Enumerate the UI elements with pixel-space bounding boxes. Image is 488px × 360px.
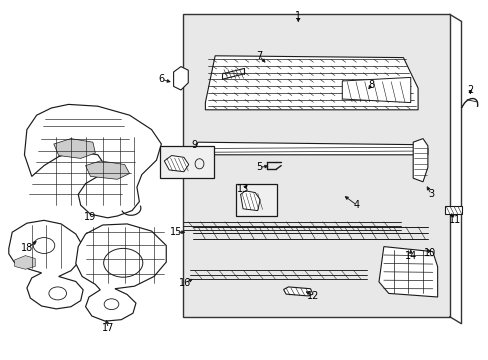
Polygon shape <box>9 220 83 309</box>
Text: 8: 8 <box>368 80 374 90</box>
Text: 16: 16 <box>178 278 191 288</box>
Text: 3: 3 <box>427 189 433 199</box>
Bar <box>160 146 214 178</box>
Text: 15: 15 <box>169 227 182 237</box>
Text: 11: 11 <box>447 215 460 225</box>
Polygon shape <box>164 156 188 172</box>
Text: 5: 5 <box>256 162 262 172</box>
Text: 1: 1 <box>295 11 301 21</box>
Text: 18: 18 <box>20 243 33 253</box>
Text: 7: 7 <box>256 51 262 61</box>
Text: 19: 19 <box>84 212 97 222</box>
Polygon shape <box>193 142 427 155</box>
Bar <box>183 14 449 317</box>
Text: 4: 4 <box>353 200 359 210</box>
Polygon shape <box>54 139 95 158</box>
Text: 13: 13 <box>237 184 249 194</box>
Text: 14: 14 <box>404 251 416 261</box>
Polygon shape <box>205 56 417 110</box>
Bar <box>235 184 277 216</box>
Polygon shape <box>85 161 129 179</box>
Polygon shape <box>76 224 166 321</box>
Text: 12: 12 <box>306 291 319 301</box>
Polygon shape <box>378 247 437 297</box>
Polygon shape <box>24 104 161 218</box>
Text: 2: 2 <box>467 85 472 95</box>
Polygon shape <box>412 139 427 182</box>
Polygon shape <box>240 191 260 211</box>
Text: 6: 6 <box>158 74 164 84</box>
Text: 17: 17 <box>102 323 115 333</box>
Text: 9: 9 <box>191 140 197 150</box>
Text: 10: 10 <box>423 248 436 258</box>
Bar <box>444 206 461 214</box>
Polygon shape <box>283 287 312 296</box>
Polygon shape <box>173 67 188 90</box>
Polygon shape <box>15 256 35 269</box>
Polygon shape <box>342 77 410 103</box>
